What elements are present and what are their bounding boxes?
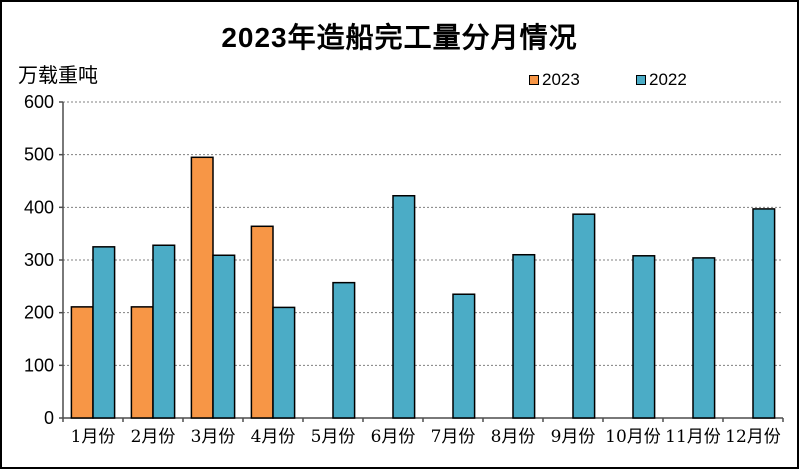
x-tick-label-3: 3月份 [191,427,236,447]
bar-2022-2月份 [152,244,176,419]
legend-label-2023: 2023 [542,70,580,89]
bar-2023-1月份 [70,306,94,419]
legend-item-2022: 2022 [636,71,687,88]
x-tick-label-7: 7月份 [431,427,476,447]
x-tick-label-10: 10月份 [605,427,661,447]
x-tick-label-5: 5月份 [311,427,356,447]
legend-swatch-2022 [636,74,646,85]
x-tick-label-9: 9月份 [551,427,596,447]
y-tick-label: 500 [24,145,54,165]
legend-label-2022: 2022 [649,70,687,89]
x-tick-label-8: 8月份 [491,427,536,447]
bar-2022-4月份 [272,306,296,419]
y-tick-label: 600 [24,92,54,112]
bar-2022-5月份 [332,281,356,419]
bar-2022-1月份 [92,246,116,419]
x-tick-label-11: 11月份 [665,427,721,447]
y-tick-label: 300 [24,250,54,270]
legend-swatch-2023 [529,74,539,85]
chart-title: 2023年造船完工量分月情况 [221,22,578,53]
x-tick-label-2: 2月份 [131,427,176,447]
bar-2023-4月份 [250,225,274,419]
x-tick-label-12: 12月份 [725,427,781,447]
y-tick-label: 0 [44,408,54,428]
bar-2022-7月份 [452,293,476,419]
y-tick-label: 400 [24,197,54,217]
bar-2022-10月份 [632,255,656,419]
bar-2022-11月份 [692,257,716,419]
y-tick-label: 100 [24,355,54,375]
bar-2022-3月份 [212,254,236,419]
bar-2022-6月份 [392,194,416,419]
x-tick-label-4: 4月份 [251,427,296,447]
y-axis-unit-label: 万载重吨 [18,65,98,87]
bar-2022-9月份 [572,213,596,419]
bar-2022-8月份 [512,253,536,419]
x-tick-label-6: 6月份 [371,427,416,447]
x-tick-label-1: 1月份 [71,427,116,447]
bar-2023-3月份 [190,156,214,419]
y-tick-label: 200 [24,303,54,323]
bar-2023-2月份 [130,306,154,419]
legend-item-2023: 2023 [529,71,580,88]
bar-2022-12月份 [752,208,776,419]
